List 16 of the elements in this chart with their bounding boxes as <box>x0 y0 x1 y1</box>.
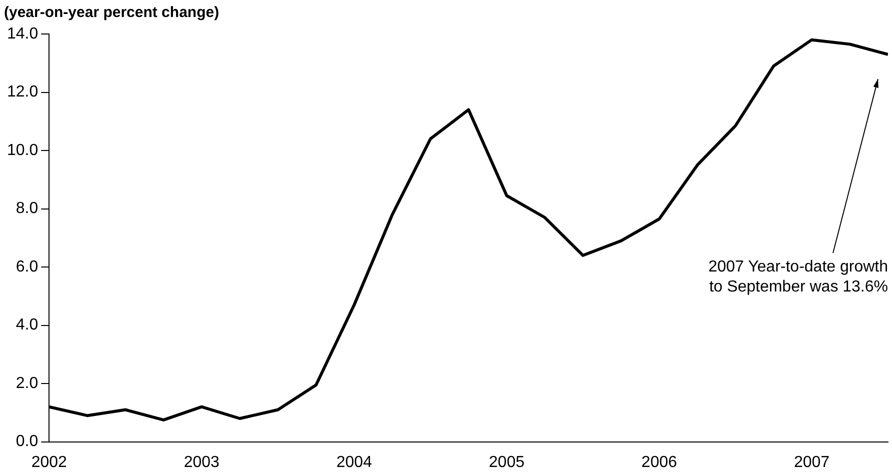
y-tick-label: 0.0 <box>16 433 38 450</box>
x-tick-label: 2006 <box>641 454 678 471</box>
y-tick-label: 2.0 <box>16 374 38 392</box>
x-tick-label: 2002 <box>31 454 68 471</box>
x-tick-label: 2005 <box>488 454 525 471</box>
y-tick-label: 12.0 <box>7 84 38 101</box>
x-tick-label: 2007 <box>794 454 830 471</box>
y-tick-label: 10.0 <box>7 142 38 159</box>
x-tick-label: 2003 <box>184 454 220 471</box>
annotation: 2007 Year-to-date growth to September was 13.6% <box>708 258 888 296</box>
chart-title: (year-on-year percent change) <box>4 4 220 22</box>
x-tick-label: 2004 <box>336 454 372 471</box>
y-tick-label: 8.0 <box>16 200 38 218</box>
y-tick-label: 6.0 <box>16 258 38 276</box>
y-tick-label: 14.0 <box>7 25 38 42</box>
y-tick-label: 4.0 <box>16 316 38 334</box>
